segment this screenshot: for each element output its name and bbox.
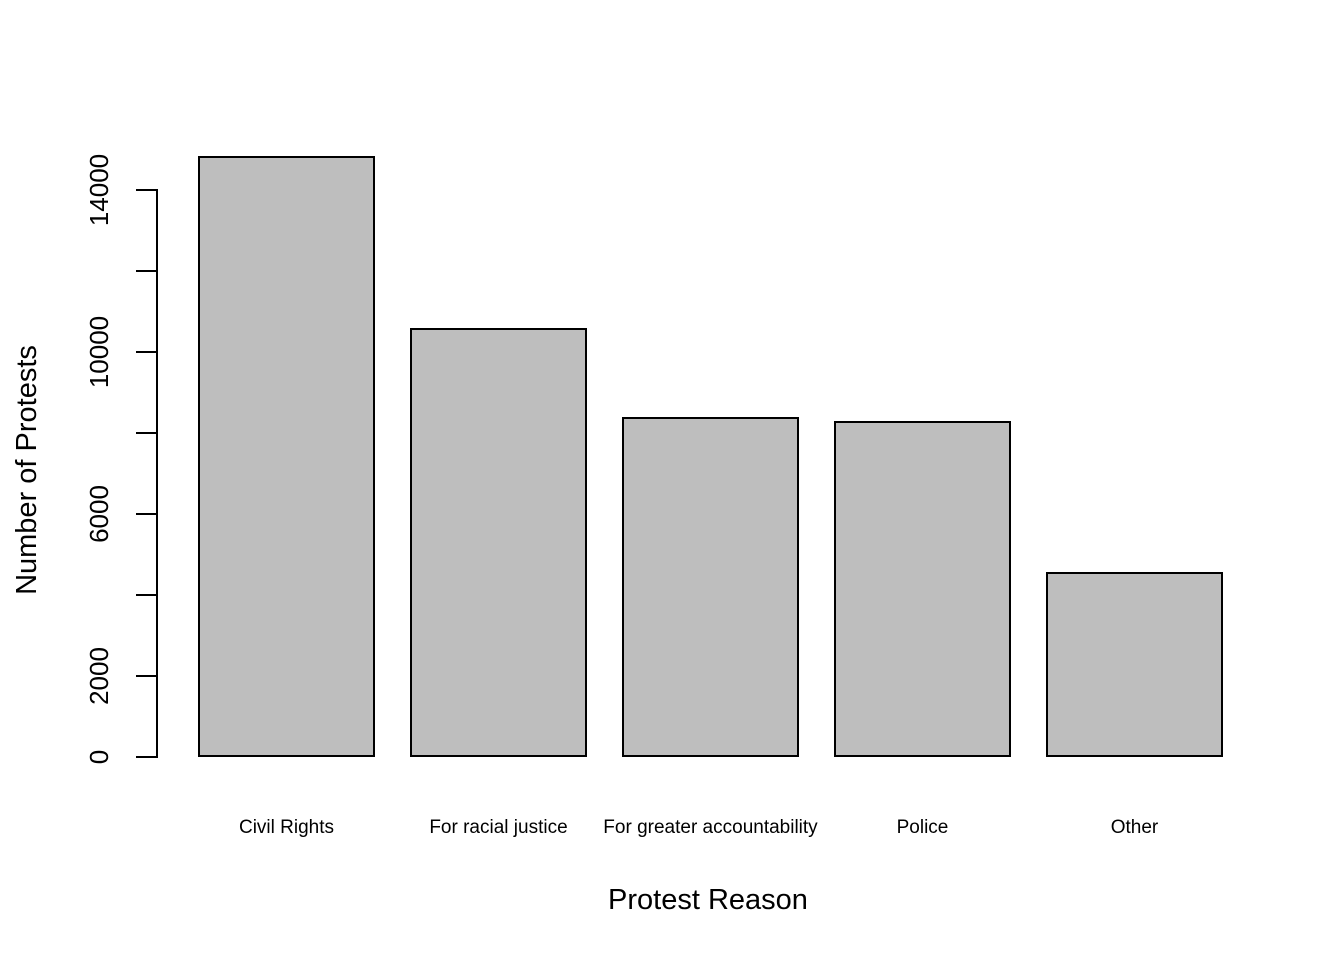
x-category-label-for-racial-justice: For racial justice [429,817,568,838]
bar-other [1046,572,1223,757]
y-tick-label: 6000 [84,485,114,543]
x-category-label-for-greater-accountability: For greater accountability [603,817,818,838]
bar-police [834,421,1011,757]
x-category-label-civil-rights: Civil Rights [238,817,335,838]
y-tick [136,189,156,191]
y-tick [136,270,156,272]
y-axis-line [156,189,158,758]
y-tick [136,513,156,515]
x-category-label-other: Other [1110,817,1159,838]
y-tick [136,432,156,434]
y-tick-label: 10000 [84,315,114,389]
y-axis-title: Number of Protests [11,345,43,595]
x-category-label-police: Police [896,817,949,838]
y-tick-label: 14000 [84,153,114,227]
y-tick [136,756,156,758]
y-tick [136,675,156,677]
y-tick [136,594,156,596]
bar-civil-rights [198,156,375,757]
y-tick-label: 2000 [84,647,114,705]
y-tick [136,351,156,353]
bar-for-racial-justice [410,328,587,757]
x-axis-title: Protest Reason [608,884,808,916]
bar-for-greater-accountability [622,417,799,757]
